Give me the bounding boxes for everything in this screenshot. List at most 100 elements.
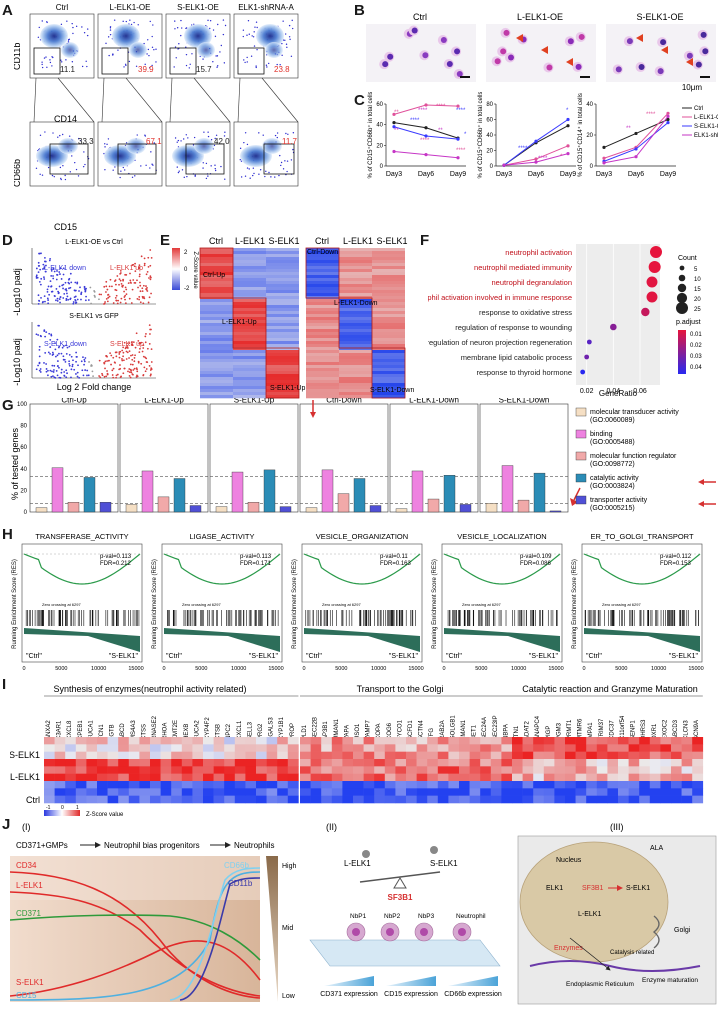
- j1-curve: [179, 877, 261, 1001]
- a-top-dot: [137, 24, 139, 26]
- a-bot-dot: [210, 165, 212, 167]
- e-heat-cell: [339, 278, 372, 282]
- i-heat-cell: [363, 773, 375, 782]
- a-bot-dot: [152, 164, 154, 166]
- d-gene-point: [70, 355, 73, 358]
- a-bot-dot: [292, 132, 295, 134]
- e-heat-cell: [266, 326, 299, 330]
- i-gene-label: COPA: [376, 723, 382, 740]
- g-bar: [51, 467, 64, 513]
- a-top-dot: [46, 21, 48, 23]
- i-heat-cell: [543, 737, 555, 745]
- h-xtick: 10000: [511, 666, 526, 672]
- g-ytick: 60: [20, 445, 27, 451]
- a-bot-dot: [39, 134, 42, 136]
- d-gene-point: [118, 353, 121, 355]
- f-term-label: membrane lipid catabolic process: [461, 353, 573, 362]
- i-heat-cell: [331, 751, 343, 760]
- e-heat-cell: [372, 383, 405, 387]
- e-heat-cell: [233, 299, 266, 303]
- d-gene-point: [57, 365, 59, 367]
- a-bot-dot: [77, 137, 80, 140]
- a-top-dot: [68, 38, 71, 40]
- i-heat-cell: [277, 788, 289, 796]
- i-heat-cell: [490, 751, 502, 760]
- i-heat-cell: [639, 781, 651, 789]
- i-gene-label: SEC22B: [313, 717, 319, 740]
- d-gene-point: [56, 300, 59, 302]
- i-heat-cell: [97, 781, 108, 789]
- panel-letter-d: D: [2, 232, 13, 249]
- i-heat-cell: [427, 759, 439, 767]
- a-top-gate: [33, 47, 61, 75]
- a-bot-dot: [62, 165, 64, 167]
- j1-curve-label: CD66b: [224, 861, 249, 870]
- a-bot-dot: [185, 134, 187, 136]
- i-heat-cell: [628, 744, 640, 752]
- e-heat-cell: [306, 326, 339, 330]
- i-gene-label: RAB2A: [440, 720, 446, 740]
- e-heat-cell: [339, 377, 372, 381]
- i-heat-cell: [277, 751, 289, 760]
- i-gene-label: C3AR1: [57, 720, 63, 740]
- a-bot-dot: [104, 143, 106, 145]
- a-bot-dot: [244, 132, 247, 134]
- d-gene-point: [119, 367, 122, 370]
- d-gene-point: [54, 348, 57, 351]
- a-top-dot: [86, 65, 88, 68]
- d-gene-point: [76, 282, 79, 285]
- i-heat-cell: [171, 766, 183, 774]
- i-heat-cell: [512, 759, 523, 767]
- d-gene-point: [52, 369, 55, 371]
- i-heat-cell: [54, 795, 66, 804]
- f-term-label: response to oxidative stress: [479, 308, 572, 317]
- i-heat-cell: [469, 759, 481, 767]
- d-gene-point: [148, 277, 150, 279]
- a-bot-dot: [202, 162, 204, 164]
- d-gene-point: [131, 358, 134, 361]
- e-heat-cell: [233, 359, 266, 363]
- g-legend-label: (GO:0098772): [590, 461, 635, 468]
- i-heat-cell: [65, 737, 77, 745]
- i-heat-cell: [575, 737, 587, 745]
- e-heat-cell: [233, 260, 266, 264]
- i-gene-label: SELL3: [247, 721, 253, 740]
- i-heat-cell: [245, 737, 257, 745]
- d-gene-point: [112, 376, 115, 379]
- d-gene-point: [89, 286, 92, 289]
- i-heat-cell: [192, 737, 204, 745]
- i-heat-cell: [554, 788, 566, 796]
- b-nucleus: [695, 61, 702, 68]
- c-legend-label: ELK1-shRNA-A: [694, 133, 718, 139]
- d-gene-point: [122, 346, 125, 349]
- i-heat-cell: [363, 759, 375, 767]
- i-heat-cell: [469, 766, 481, 774]
- i-heat-cell: [192, 788, 204, 796]
- d-gene-point: [78, 376, 81, 379]
- i-heat-cell: [501, 795, 513, 804]
- i-heat-cell: [459, 744, 470, 752]
- j1-curve: [9, 891, 261, 997]
- d-gene-point: [42, 263, 45, 266]
- d-gene-point: [123, 296, 126, 298]
- c-sig-mark: ****: [410, 118, 420, 124]
- a-bot-dot: [270, 176, 272, 178]
- h-pval: p-val=0.113: [240, 554, 272, 560]
- g-bar: [157, 496, 170, 513]
- e-heat-cell: [266, 362, 299, 366]
- g-bar: [305, 507, 318, 513]
- a-top-dot: [181, 27, 183, 29]
- i-heat-cell: [512, 795, 523, 804]
- i-gene-label: AP3B1: [323, 721, 329, 740]
- d-gene-point: [38, 280, 41, 283]
- d-gene-point: [149, 276, 152, 279]
- i-heat-cell: [671, 795, 682, 804]
- a-top-dot: [177, 48, 179, 50]
- i-heat-cell: [363, 751, 375, 760]
- a-bot-dot: [214, 164, 216, 166]
- i-heat-cell: [65, 773, 77, 782]
- i-heat-cell: [118, 781, 130, 789]
- i-heat-cell: [160, 737, 172, 745]
- d-gene-point: [83, 360, 86, 363]
- a-top-dot: [222, 33, 225, 36]
